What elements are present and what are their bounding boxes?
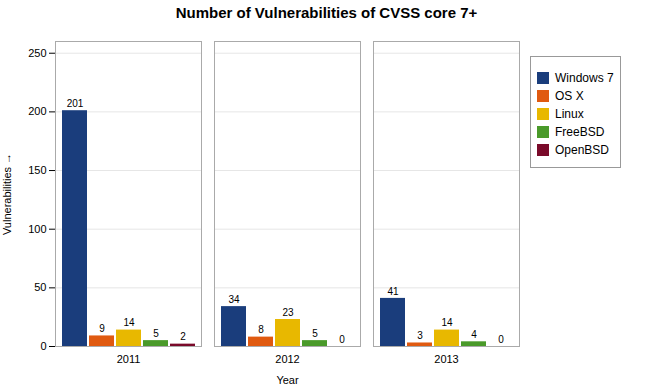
svg-text:2: 2	[180, 331, 186, 342]
svg-text:0: 0	[40, 340, 46, 352]
html-text:Linux: Linux	[555, 107, 584, 121]
html-text:OS X: OS X	[555, 89, 584, 103]
svg-text:41: 41	[387, 286, 399, 297]
svg-text:201: 201	[67, 98, 84, 109]
svg-text:2011: 2011	[117, 353, 141, 365]
svg-text:Vulnerabilities →: Vulnerabilities →	[1, 153, 13, 235]
svg-text:150: 150	[28, 164, 46, 176]
svg-text:14: 14	[441, 317, 453, 328]
html-text:FreeBSD: FreeBSD	[555, 125, 605, 139]
html-text:Number of Vulnerabilities of C: Number of Vulnerabilities of CVSS core 7…	[175, 4, 478, 21]
svg-text:4: 4	[471, 329, 477, 340]
svg-text:2013: 2013	[434, 353, 458, 365]
svg-text:9: 9	[99, 323, 105, 334]
svg-text:8: 8	[258, 324, 264, 335]
html-text:Windows 7: Windows 7	[555, 71, 614, 85]
svg-text:23: 23	[282, 307, 294, 318]
svg-text:0: 0	[339, 334, 345, 345]
svg-text:250: 250	[28, 47, 46, 59]
svg-text:200: 200	[28, 105, 46, 117]
html-text:OpenBSD: OpenBSD	[555, 143, 609, 157]
svg-text:5: 5	[312, 328, 318, 339]
svg-text:2012: 2012	[275, 353, 299, 365]
svg-text:0: 0	[498, 334, 504, 345]
svg-text:50: 50	[34, 281, 46, 293]
svg-text:14: 14	[123, 317, 135, 328]
svg-text:100: 100	[28, 223, 46, 235]
svg-text:3: 3	[417, 330, 423, 341]
svg-text:Year: Year	[276, 374, 299, 386]
svg-text:34: 34	[228, 294, 240, 305]
svg-text:5: 5	[153, 328, 159, 339]
